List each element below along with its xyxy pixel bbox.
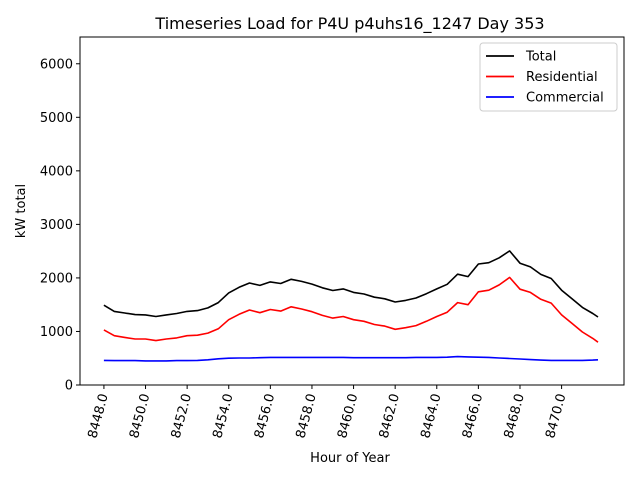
legend-label: Total (525, 50, 556, 65)
legend-box (479, 42, 618, 112)
chart-title: Timeseries Load for P4U p4uhs16_1247 Day… (154, 14, 544, 34)
y-axis-label: kW total (14, 184, 29, 238)
y-tick-label: 0 (65, 379, 73, 394)
x-axis-label: Hour of Year (310, 451, 390, 466)
axes-frame (79, 36, 625, 386)
y-tick-label: 1000 (40, 325, 73, 340)
y-tick-label: 4000 (40, 164, 73, 179)
y-tick-label: 6000 (40, 57, 73, 72)
y-tick-label: 2000 (40, 271, 73, 286)
series-line-residential (103, 276, 599, 343)
series-line-total (103, 250, 599, 318)
series-line-commercial (103, 355, 599, 362)
legend-label: Commercial (526, 91, 604, 106)
y-tick-label: 5000 (40, 111, 73, 126)
y-tick-label: 3000 (40, 218, 73, 233)
legend-label: Residential (526, 70, 598, 85)
legend: Total Residential Commercial (479, 42, 618, 112)
